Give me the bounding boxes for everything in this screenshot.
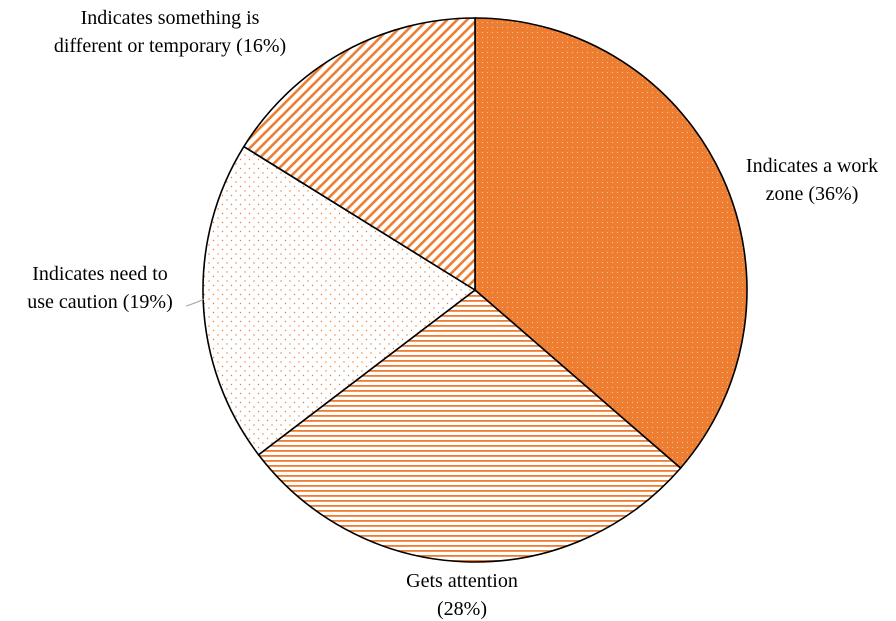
slice-label-line: different or temporary (16%) xyxy=(54,35,286,57)
slice-label-line: use caution (19%) xyxy=(27,291,173,313)
pie-slice xyxy=(257,288,682,563)
pie-slice xyxy=(242,17,476,292)
slice-label: Indicates need to use caution (19%) xyxy=(27,263,173,313)
slice-label-line: zone (36%) xyxy=(766,183,859,205)
pie-slice xyxy=(202,145,477,456)
slice-label-line: Indicates need to xyxy=(32,263,168,285)
slice-label: Gets attention (28%) xyxy=(406,570,518,620)
slice-label-line: Gets attention xyxy=(406,570,518,592)
pie-slice xyxy=(474,17,748,470)
slice-label-line: Indicates something is xyxy=(81,7,260,29)
slice-label-line: Indicates a work xyxy=(746,155,878,177)
label-leader-line xyxy=(185,298,205,307)
slice-label: Indicates something is different or tempo… xyxy=(54,7,286,57)
slice-label: Indicates a work zone (36%) xyxy=(746,155,878,205)
slice-label-line: (28%) xyxy=(437,598,487,620)
